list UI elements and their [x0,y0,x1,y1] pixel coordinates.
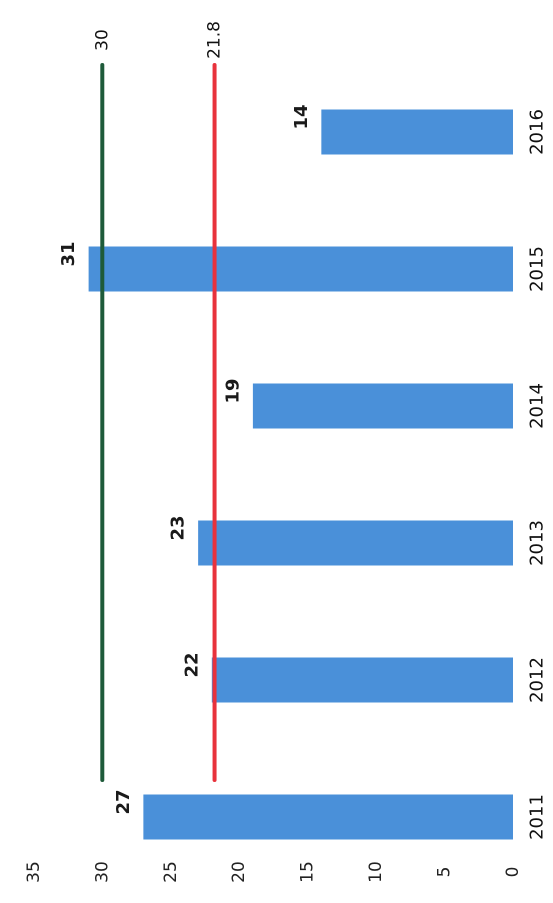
category-label: 2016 [527,109,548,155]
value-axis-ticks: 0 5 10 15 20 25 30 35 [24,861,523,883]
reference-lines: 30 21.8 [92,21,225,782]
bar [88,246,514,292]
reference-line-label: 30 [92,29,112,51]
data-label: 22 [181,652,202,677]
data-label: 27 [113,789,134,814]
reference-line-label: 21.8 [205,21,225,59]
data-label: 14 [291,104,312,129]
category-label: 2011 [527,794,548,840]
data-label: 23 [168,515,189,540]
bar [252,383,513,429]
tick-label: 20 [229,861,249,883]
category-label: 2014 [527,383,548,429]
tick-label: 35 [24,861,44,883]
bar [321,109,513,155]
bar-series [88,109,514,840]
tick-label: 5 [435,867,455,878]
bar [143,794,513,840]
tick-label: 25 [161,861,181,883]
category-label: 2015 [527,246,548,292]
data-labels: 27 22 23 19 31 14 [58,104,312,814]
bar [211,657,513,703]
tick-label: 0 [503,867,523,878]
data-label: 31 [58,241,79,266]
category-label: 2013 [527,520,548,566]
category-label: 2012 [527,657,548,703]
tick-label: 15 [298,861,318,883]
category-axis-labels: 2011 2012 2013 2014 2015 2016 [527,109,548,840]
data-label: 19 [222,378,243,403]
tick-label: 30 [92,861,112,883]
bar [198,520,513,566]
tick-label: 10 [366,861,386,883]
